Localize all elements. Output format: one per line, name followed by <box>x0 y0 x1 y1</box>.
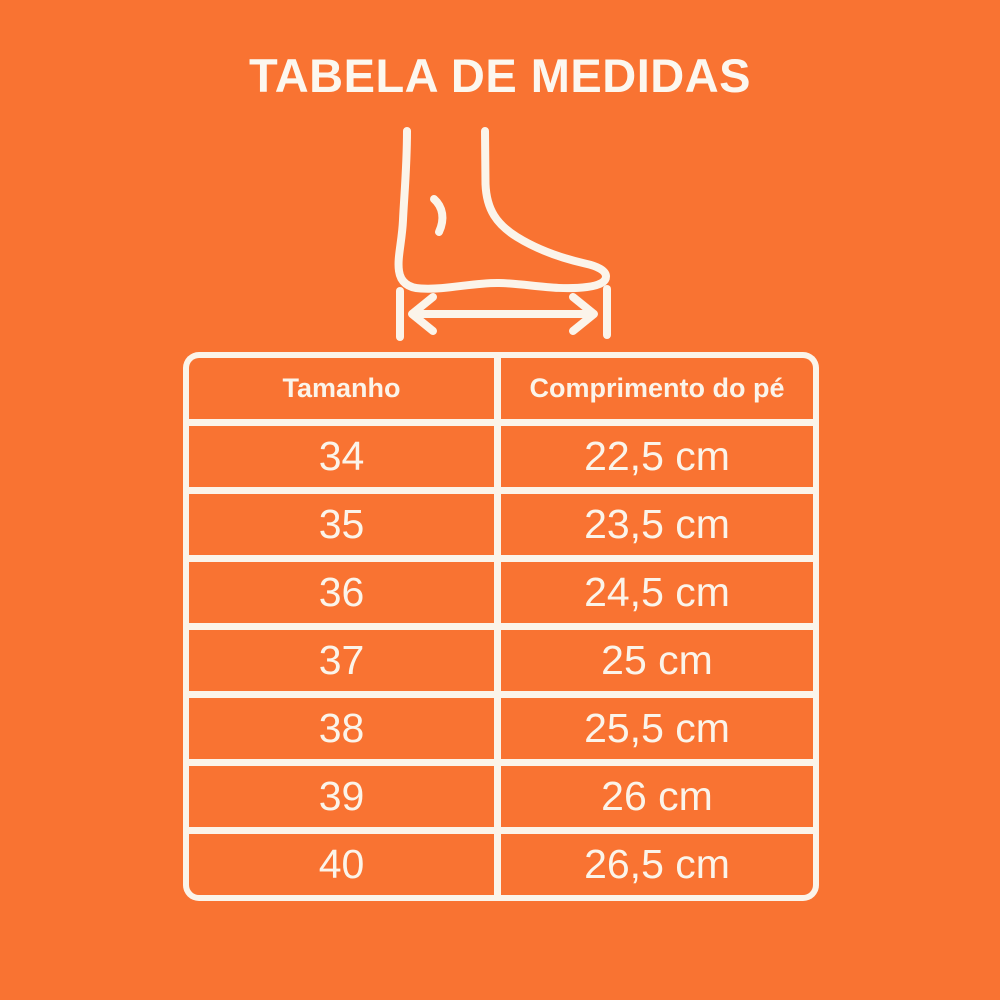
column-header-length: Comprimento do pé <box>501 358 813 419</box>
size-cell: 34 <box>189 426 494 487</box>
foot-outline-graphic <box>394 127 611 341</box>
foot-measure-icon <box>391 126 619 342</box>
length-cell: 23,5 cm <box>501 494 813 555</box>
length-cell: 22,5 cm <box>501 426 813 487</box>
size-table: Tamanho Comprimento do pé 34 22,5 cm 35 … <box>183 352 819 901</box>
length-cell: 26 cm <box>501 766 813 827</box>
size-cell: 39 <box>189 766 494 827</box>
length-cell: 26,5 cm <box>501 834 813 895</box>
length-cell: 24,5 cm <box>501 562 813 623</box>
length-cell: 25 cm <box>501 630 813 691</box>
size-cell: 40 <box>189 834 494 895</box>
column-header-size: Tamanho <box>189 358 494 419</box>
size-cell: 36 <box>189 562 494 623</box>
page-title: TABELA DE MEDIDAS <box>249 49 751 102</box>
size-cell: 35 <box>189 494 494 555</box>
size-cell: 37 <box>189 630 494 691</box>
length-cell: 25,5 cm <box>501 698 813 759</box>
size-cell: 38 <box>189 698 494 759</box>
